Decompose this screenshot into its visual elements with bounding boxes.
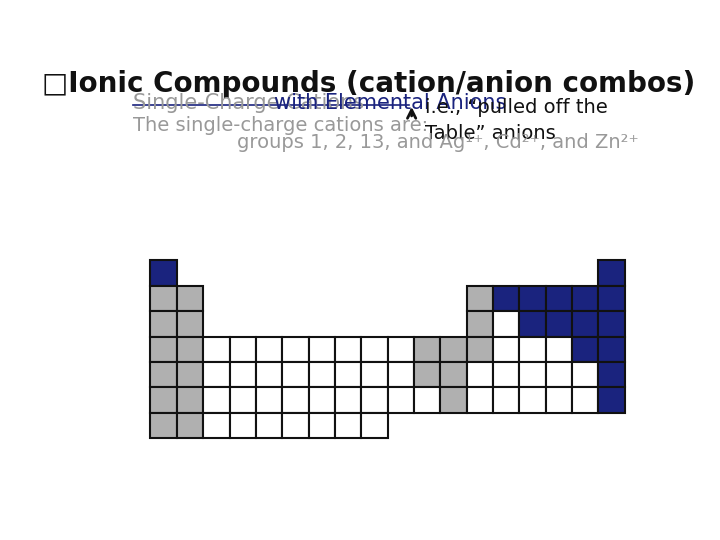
- Bar: [282, 336, 309, 362]
- Bar: [441, 387, 467, 413]
- Bar: [150, 286, 177, 311]
- Bar: [598, 311, 625, 336]
- Bar: [598, 362, 625, 387]
- Bar: [598, 286, 625, 311]
- Bar: [546, 336, 572, 362]
- Bar: [572, 311, 598, 336]
- Text: □Ionic Compounds (cation/anion combos): □Ionic Compounds (cation/anion combos): [42, 70, 696, 98]
- Bar: [493, 311, 519, 336]
- Bar: [282, 387, 309, 413]
- Bar: [572, 362, 598, 387]
- Bar: [598, 387, 625, 413]
- Bar: [150, 362, 177, 387]
- Bar: [230, 387, 256, 413]
- Bar: [414, 362, 441, 387]
- Bar: [230, 336, 256, 362]
- Bar: [150, 413, 177, 438]
- Bar: [361, 413, 387, 438]
- Bar: [177, 336, 203, 362]
- Bar: [309, 336, 335, 362]
- Bar: [335, 413, 361, 438]
- Bar: [230, 413, 256, 438]
- Bar: [177, 413, 203, 438]
- Bar: [361, 387, 387, 413]
- Bar: [572, 336, 598, 362]
- Bar: [467, 286, 493, 311]
- Bar: [467, 336, 493, 362]
- Bar: [177, 286, 203, 311]
- Text: groups 1, 2, 13, and Ag¹⁺, Cd²⁺, and Zn²⁺: groups 1, 2, 13, and Ag¹⁺, Cd²⁺, and Zn²…: [238, 133, 639, 152]
- Bar: [598, 336, 625, 362]
- Bar: [519, 336, 546, 362]
- Bar: [387, 362, 414, 387]
- Bar: [493, 387, 519, 413]
- Bar: [150, 311, 177, 336]
- Bar: [493, 362, 519, 387]
- Bar: [572, 286, 598, 311]
- Bar: [309, 387, 335, 413]
- Bar: [441, 336, 467, 362]
- Bar: [519, 311, 546, 336]
- Text: i.e., “pulled off the
Table” anions: i.e., “pulled off the Table” anions: [425, 98, 608, 144]
- Bar: [441, 362, 467, 387]
- Bar: [493, 286, 519, 311]
- Text: Single-Charge Cations: Single-Charge Cations: [132, 93, 370, 113]
- Bar: [467, 362, 493, 387]
- Bar: [256, 413, 282, 438]
- Bar: [467, 311, 493, 336]
- Bar: [387, 387, 414, 413]
- Bar: [309, 413, 335, 438]
- Bar: [546, 387, 572, 413]
- Bar: [387, 336, 414, 362]
- Bar: [150, 260, 177, 286]
- Bar: [361, 362, 387, 387]
- Bar: [493, 336, 519, 362]
- Bar: [414, 387, 441, 413]
- Bar: [203, 387, 230, 413]
- Bar: [519, 387, 546, 413]
- Bar: [282, 362, 309, 387]
- Bar: [335, 336, 361, 362]
- Bar: [546, 311, 572, 336]
- Bar: [546, 362, 572, 387]
- Bar: [519, 362, 546, 387]
- Bar: [150, 336, 177, 362]
- Bar: [203, 362, 230, 387]
- Bar: [177, 362, 203, 387]
- Bar: [203, 413, 230, 438]
- Bar: [572, 387, 598, 413]
- Bar: [361, 336, 387, 362]
- Text: with Elemental Anions: with Elemental Anions: [274, 93, 506, 113]
- Bar: [519, 286, 546, 311]
- Bar: [230, 362, 256, 387]
- Bar: [256, 387, 282, 413]
- Bar: [256, 336, 282, 362]
- Bar: [467, 387, 493, 413]
- Bar: [598, 260, 625, 286]
- Bar: [335, 362, 361, 387]
- Bar: [256, 362, 282, 387]
- Bar: [546, 286, 572, 311]
- Bar: [282, 413, 309, 438]
- Bar: [335, 387, 361, 413]
- Bar: [203, 336, 230, 362]
- Bar: [414, 336, 441, 362]
- Bar: [177, 387, 203, 413]
- Bar: [309, 362, 335, 387]
- Bar: [150, 387, 177, 413]
- Bar: [177, 311, 203, 336]
- Text: The single-charge cations are:: The single-charge cations are:: [132, 117, 428, 136]
